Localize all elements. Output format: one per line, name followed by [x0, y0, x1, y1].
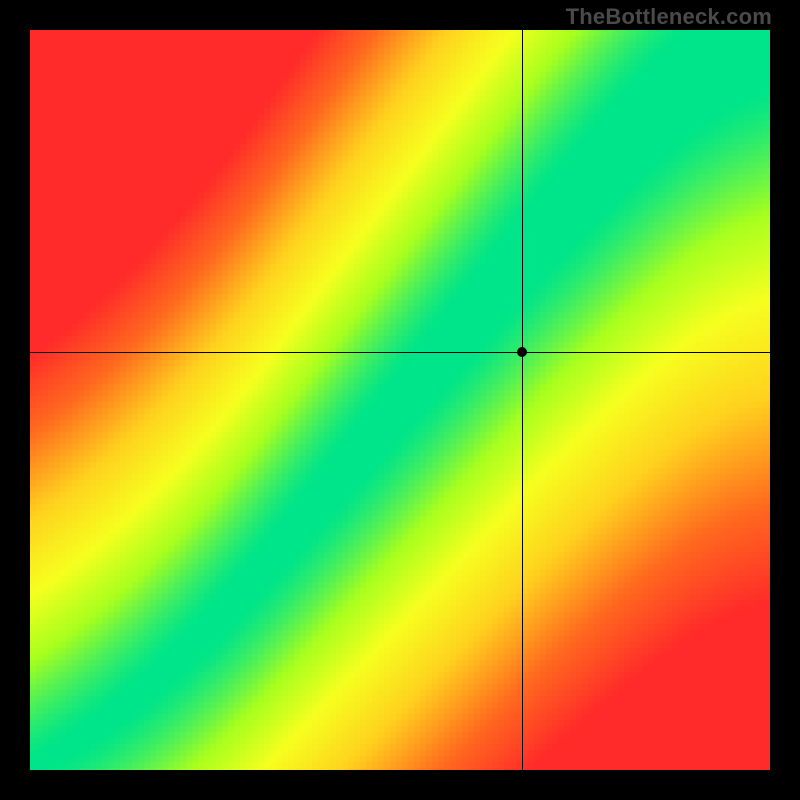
crosshair-horizontal [30, 352, 770, 353]
heatmap-plot [30, 30, 770, 770]
heatmap-canvas [30, 30, 770, 770]
watermark-text: TheBottleneck.com [566, 4, 772, 30]
crosshair-vertical [522, 30, 523, 770]
crosshair-marker [517, 347, 527, 357]
